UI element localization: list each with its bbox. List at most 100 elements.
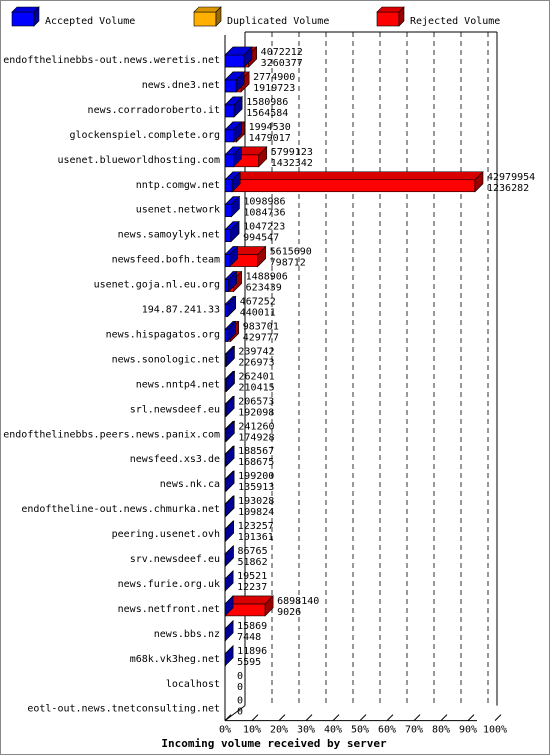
category-label: srv.newsdeef.eu [130,554,220,565]
x-tick-label: 30% [297,725,315,736]
x-tick-label: 50% [351,725,369,736]
accepted-value-label: 1432342 [271,158,313,169]
accepted-value-label: 0 [237,707,243,718]
category-label: news.sonologic.net [112,354,220,365]
legend-swatch [193,6,222,27]
tick-mark [494,714,502,722]
category-label: usenet.goja.nl.eu.org [94,280,220,291]
tick-mark [467,714,475,722]
legend-label: Rejected Volume [410,16,500,27]
total-value-label: 206573 [238,396,274,407]
category-label: usenet.blueworldhosting.com [57,155,220,166]
total-value-label: 1580986 [246,97,288,108]
accepted-value-label: 210415 [239,382,275,393]
category-label: endoftheline-out.news.chmurka.net [21,504,220,515]
accepted-bar [224,121,243,143]
category-label: news.samoylyk.net [118,230,220,241]
accepted-bar [224,595,234,617]
category-label: news.dne3.net [142,80,220,91]
x-tick-label: 20% [270,725,288,736]
legend-swatch [11,6,40,27]
total-value-label: 86765 [238,546,268,557]
chart-title: Incoming volume received by server [161,737,387,750]
accepted-bar [224,545,235,567]
category-label: news.furie.org.uk [118,579,220,590]
tick-mark [251,714,259,722]
legend-label: Duplicated Volume [227,16,329,27]
accepted-value-label: 3260377 [261,58,303,69]
total-value-label: 467252 [240,297,276,308]
total-value-label: 262401 [239,371,275,382]
accepted-value-label: 109824 [238,507,274,518]
category-label: endofthelinebbs.peers.news.panix.com [3,429,220,440]
rejected-bar [224,171,484,193]
bar-row: usenet.blueworldhosting.com 5799123143234… [57,146,313,169]
tick-mark [359,714,367,722]
total-value-label: 1994530 [249,122,291,133]
total-value-label: 983701 [243,321,279,332]
plot-area: 0% 10% 20% 30% 40% 50% 60% 70% 80% 90% 100% endofth… [3,31,535,736]
x-tick-label: 80% [432,725,450,736]
legend-item: Rejected Volume [376,6,500,27]
total-value-label: 42979954 [487,172,535,183]
category-label: news.nntp4.net [136,379,220,390]
category-label: news.bbs.nz [154,629,220,640]
total-value-label: 0 [237,696,243,707]
accepted-bar [224,570,234,592]
x-tick-label: 70% [405,725,423,736]
legend-swatch [376,6,405,27]
category-label: peering.usenet.ovh [112,529,220,540]
tick-mark [440,714,448,722]
category-label: usenet.network [136,205,220,216]
accepted-value-label: 101361 [238,532,274,543]
accepted-bar [224,295,237,318]
accepted-value-label: 798712 [270,258,306,269]
category-label: eotl-out.news.tnetconsulting.net [27,704,220,715]
total-value-label: 123257 [238,521,274,532]
total-value-label: 239742 [238,346,274,357]
accepted-bar [224,96,243,118]
accepted-bar [224,370,235,393]
accepted-value-label: 1236282 [487,183,529,194]
accepted-bar [224,620,234,642]
accepted-bar [224,195,241,218]
total-value-label: 5615690 [270,247,312,258]
accepted-bar [224,395,235,418]
accepted-bar [224,220,240,243]
legend-label: Accepted Volume [45,16,135,27]
accepted-bar [224,345,236,368]
bar-row: endofthelinebbs.peers.news.panix.com 2412… [3,420,275,443]
bar-row: localhost 00 [166,671,243,693]
category-label: news.hispagatos.org [106,329,220,340]
accepted-value-label: 7448 [237,632,261,643]
category-label: localhost [166,679,220,690]
total-value-label: 2774900 [253,72,295,83]
accepted-bar [224,146,243,168]
total-value-label: 5799123 [271,147,313,158]
category-label: news.netfront.net [118,604,220,615]
accepted-value-label: 1479017 [249,133,291,144]
accepted-value-label: 174928 [238,432,274,443]
x-tick-label: 90% [459,725,477,736]
total-value-label: 6898140 [277,596,319,607]
accepted-value-label: 1564584 [246,108,288,119]
tick-mark [224,714,232,722]
legend-item: Duplicated Volume [193,6,329,27]
accepted-value-label: 51862 [238,557,268,568]
